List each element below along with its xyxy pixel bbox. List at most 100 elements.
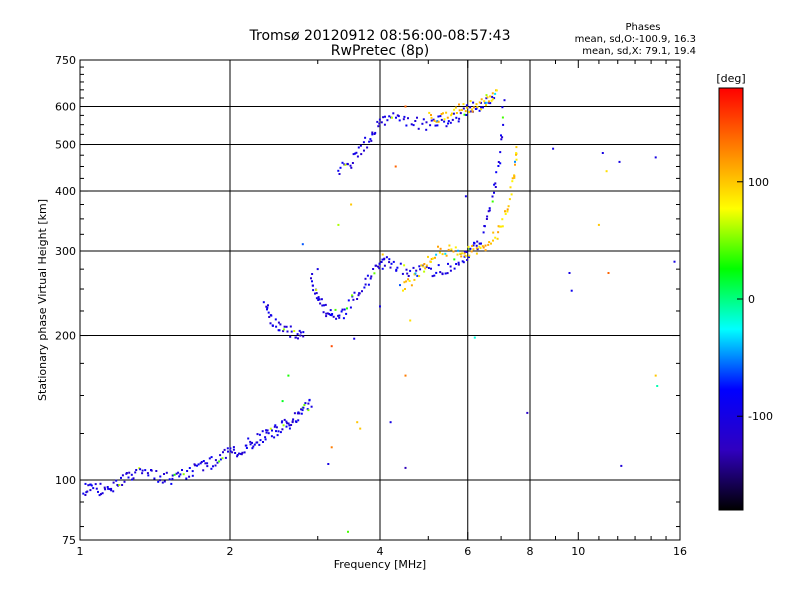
data-point <box>475 244 478 247</box>
data-point <box>487 101 490 104</box>
data-point <box>482 246 485 249</box>
data-point <box>429 124 432 127</box>
data-point <box>249 443 252 446</box>
data-point <box>472 106 475 109</box>
data-point <box>500 138 503 141</box>
data-point <box>429 260 432 263</box>
x-tick-label: 6 <box>464 545 471 558</box>
data-point <box>494 182 497 185</box>
data-point <box>492 239 494 242</box>
data-point <box>370 139 373 142</box>
data-point <box>285 425 288 428</box>
data-point <box>459 252 462 255</box>
data-point <box>441 272 444 275</box>
data-point <box>188 467 191 469</box>
data-point <box>381 253 384 256</box>
data-point <box>132 477 135 480</box>
data-point <box>457 120 460 123</box>
data-point <box>389 266 392 269</box>
data-point <box>283 325 286 328</box>
data-point <box>374 131 377 134</box>
data-point <box>274 424 277 427</box>
data-point <box>388 261 391 264</box>
data-point <box>458 103 460 106</box>
data-point <box>301 243 304 246</box>
data-point <box>490 99 493 102</box>
data-point <box>437 115 440 118</box>
data-point <box>120 476 122 479</box>
data-point <box>423 263 426 265</box>
data-point <box>300 408 303 411</box>
data-point <box>458 117 461 120</box>
data-point <box>116 484 119 486</box>
data-point <box>289 335 292 338</box>
data-point <box>101 492 104 495</box>
data-point <box>163 473 165 475</box>
data-point <box>82 492 85 495</box>
data-point <box>351 162 354 164</box>
data-point <box>236 454 239 456</box>
x-tick-label: 10 <box>571 545 585 558</box>
data-point <box>488 207 491 210</box>
data-point <box>472 248 475 251</box>
data-point <box>506 210 509 213</box>
data-point <box>454 106 457 109</box>
data-point <box>103 486 106 489</box>
data-point <box>245 444 248 447</box>
data-point <box>314 292 316 295</box>
data-point <box>449 121 452 124</box>
data-point <box>171 474 174 477</box>
data-point <box>258 443 261 446</box>
data-point <box>352 298 355 301</box>
data-point <box>447 120 450 123</box>
y-tick-label: 500 <box>55 139 76 152</box>
colorbar-tick-label: -100 <box>748 410 773 423</box>
data-point <box>223 448 226 451</box>
data-point <box>440 118 443 121</box>
data-point <box>423 270 426 273</box>
data-point <box>161 481 164 484</box>
data-point <box>123 480 126 483</box>
data-point <box>486 215 489 218</box>
data-point <box>362 141 365 144</box>
data-point <box>468 111 471 114</box>
data-point <box>267 432 270 435</box>
data-point <box>404 466 407 469</box>
data-point <box>494 236 497 239</box>
data-point <box>307 402 310 405</box>
data-point <box>243 451 246 454</box>
data-point <box>601 152 604 154</box>
grid-lines <box>80 60 680 540</box>
data-point <box>206 465 209 468</box>
data-point <box>299 334 302 337</box>
data-point <box>416 274 419 277</box>
data-point <box>208 457 211 460</box>
data-point <box>436 120 439 123</box>
data-point <box>353 337 356 340</box>
data-point <box>298 329 301 332</box>
data-point <box>135 469 138 471</box>
data-point <box>501 116 504 119</box>
data-point <box>373 272 376 275</box>
data-point <box>294 336 297 339</box>
data-point <box>182 473 185 476</box>
y-tick-label: 75 <box>62 534 76 547</box>
data-point <box>282 424 285 427</box>
data-point <box>433 119 436 122</box>
data-point <box>469 106 472 109</box>
data-point <box>262 301 265 304</box>
data-point <box>497 165 500 167</box>
data-point <box>465 106 468 109</box>
data-point <box>95 487 98 490</box>
data-point <box>347 299 350 302</box>
data-point <box>234 452 237 454</box>
data-point <box>236 455 239 458</box>
data-point <box>495 89 498 92</box>
data-point <box>383 123 386 126</box>
data-point <box>380 121 383 124</box>
data-point <box>394 165 397 168</box>
data-point <box>469 247 472 250</box>
chart-subtitle: RwPretec (8p) <box>331 43 429 59</box>
data-point <box>430 267 432 270</box>
data-point <box>568 272 571 274</box>
